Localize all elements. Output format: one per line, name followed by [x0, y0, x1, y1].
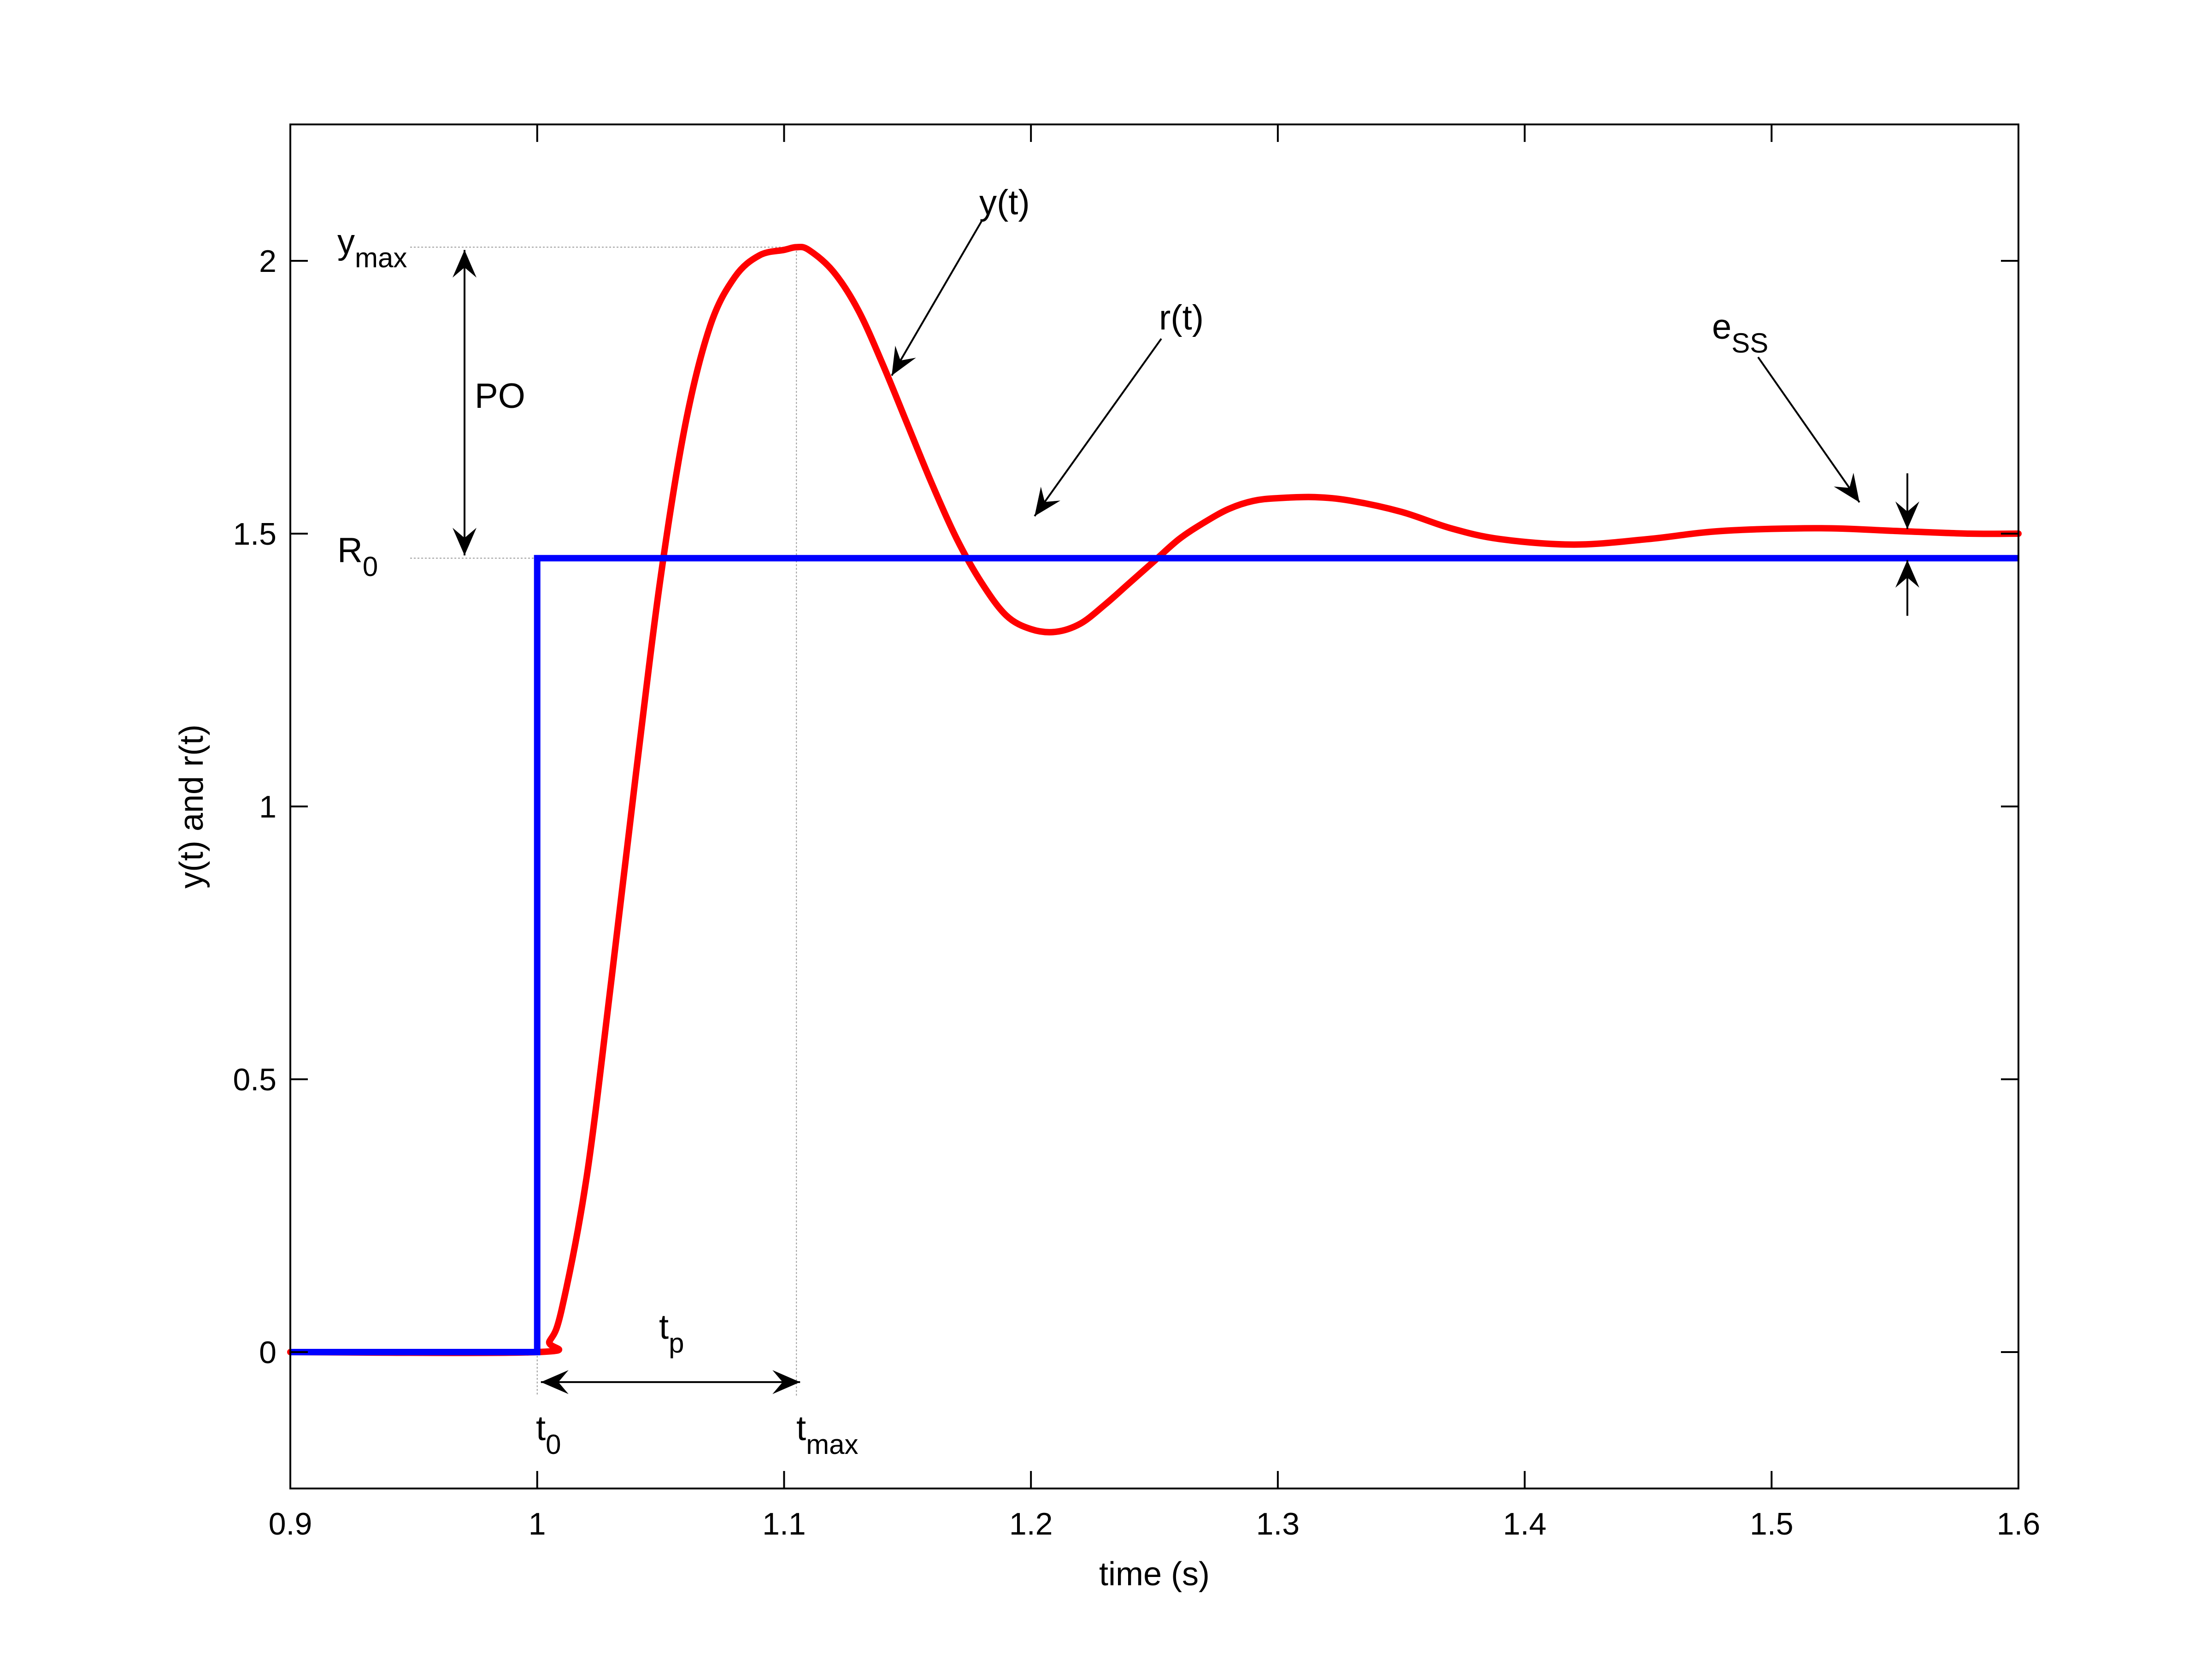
- tp-label-main: t: [659, 1307, 669, 1347]
- po-arrow-head-start: [453, 250, 477, 278]
- ess-label-main: e: [1712, 307, 1731, 347]
- r0-label-sub: 0: [363, 551, 378, 582]
- y-axis-title: y(t) and r(t): [173, 724, 210, 888]
- tmax-label-sub: max: [806, 1429, 858, 1460]
- tp-label: tp: [659, 1307, 684, 1359]
- ess-label: eSS: [1712, 307, 1768, 359]
- r-curve-pointer-shaft: [1034, 338, 1162, 517]
- y-tick-label: 0.5: [233, 1062, 276, 1097]
- series-layer: [287, 243, 2022, 1356]
- po-arrow-head: [453, 528, 477, 556]
- y-response-line: [287, 243, 2022, 1356]
- r0-label-main: R: [337, 531, 363, 570]
- t0-label-main: t: [536, 1409, 546, 1448]
- tick-labels: 0.9 1 1.1 1.2 1.3 1.4 1.5 1.6 0 0.5 1 1.5 2: [233, 244, 2040, 1541]
- axis-ticks: [289, 124, 2019, 1488]
- x-axis-title: time (s): [1099, 1556, 1210, 1593]
- x-tick-label: 1: [529, 1506, 546, 1541]
- y-curve-pointer-head: [892, 346, 916, 376]
- x-tick-label: 0.9: [269, 1506, 312, 1541]
- y-curve-label-text: y(t): [979, 183, 1030, 222]
- t0-label-sub: 0: [546, 1429, 561, 1460]
- y-tick-label: 0: [259, 1335, 276, 1370]
- reference-lines: [410, 247, 797, 1396]
- ess-arrow-bottom-head: [1895, 560, 1919, 588]
- tp-label-sub: p: [669, 1328, 684, 1359]
- t0-label: t0: [536, 1409, 561, 1460]
- x-tick-label: 1.5: [1750, 1506, 1794, 1541]
- x-tick-label: 1.1: [762, 1506, 806, 1541]
- tmax-label: tmax: [796, 1409, 858, 1460]
- ymax-label-main: y: [337, 222, 355, 261]
- tmax-label-main: t: [796, 1409, 806, 1448]
- x-tick-label: 1.3: [1256, 1506, 1300, 1541]
- annotation-arrows: [453, 220, 1919, 1394]
- tp-arrow-head-start: [541, 1370, 569, 1394]
- r-curve-label: r(t): [1159, 298, 1204, 337]
- y-tick-label: 2: [259, 244, 276, 279]
- r-curve-label-text: r(t): [1159, 298, 1204, 337]
- ess-label-sub: SS: [1731, 328, 1768, 359]
- ess-pointer-shaft: [1757, 356, 1860, 503]
- y-tick-label: 1: [259, 789, 276, 824]
- r-reference-line: [290, 555, 2018, 1355]
- x-tick-label: 1.2: [1009, 1506, 1053, 1541]
- y-curve-label: y(t): [979, 183, 1030, 222]
- ess-arrow-top-head: [1895, 501, 1919, 529]
- tp-arrow-head: [772, 1370, 800, 1394]
- po-label: PO: [475, 377, 525, 416]
- y-tick-label: 1.5: [233, 517, 276, 552]
- ymax-label: ymax: [337, 222, 407, 273]
- plot-area: [290, 124, 2018, 1488]
- y-curve-pointer-shaft: [891, 220, 982, 377]
- x-tick-label: 1.6: [1997, 1506, 2041, 1541]
- x-tick-label: 1.4: [1503, 1506, 1547, 1541]
- ymax-label-sub: max: [355, 242, 407, 273]
- r0-label: R0: [337, 531, 378, 582]
- ess-pointer-head: [1834, 472, 1859, 502]
- r-curve-pointer-head: [1035, 487, 1060, 516]
- po-label-text: PO: [475, 377, 525, 416]
